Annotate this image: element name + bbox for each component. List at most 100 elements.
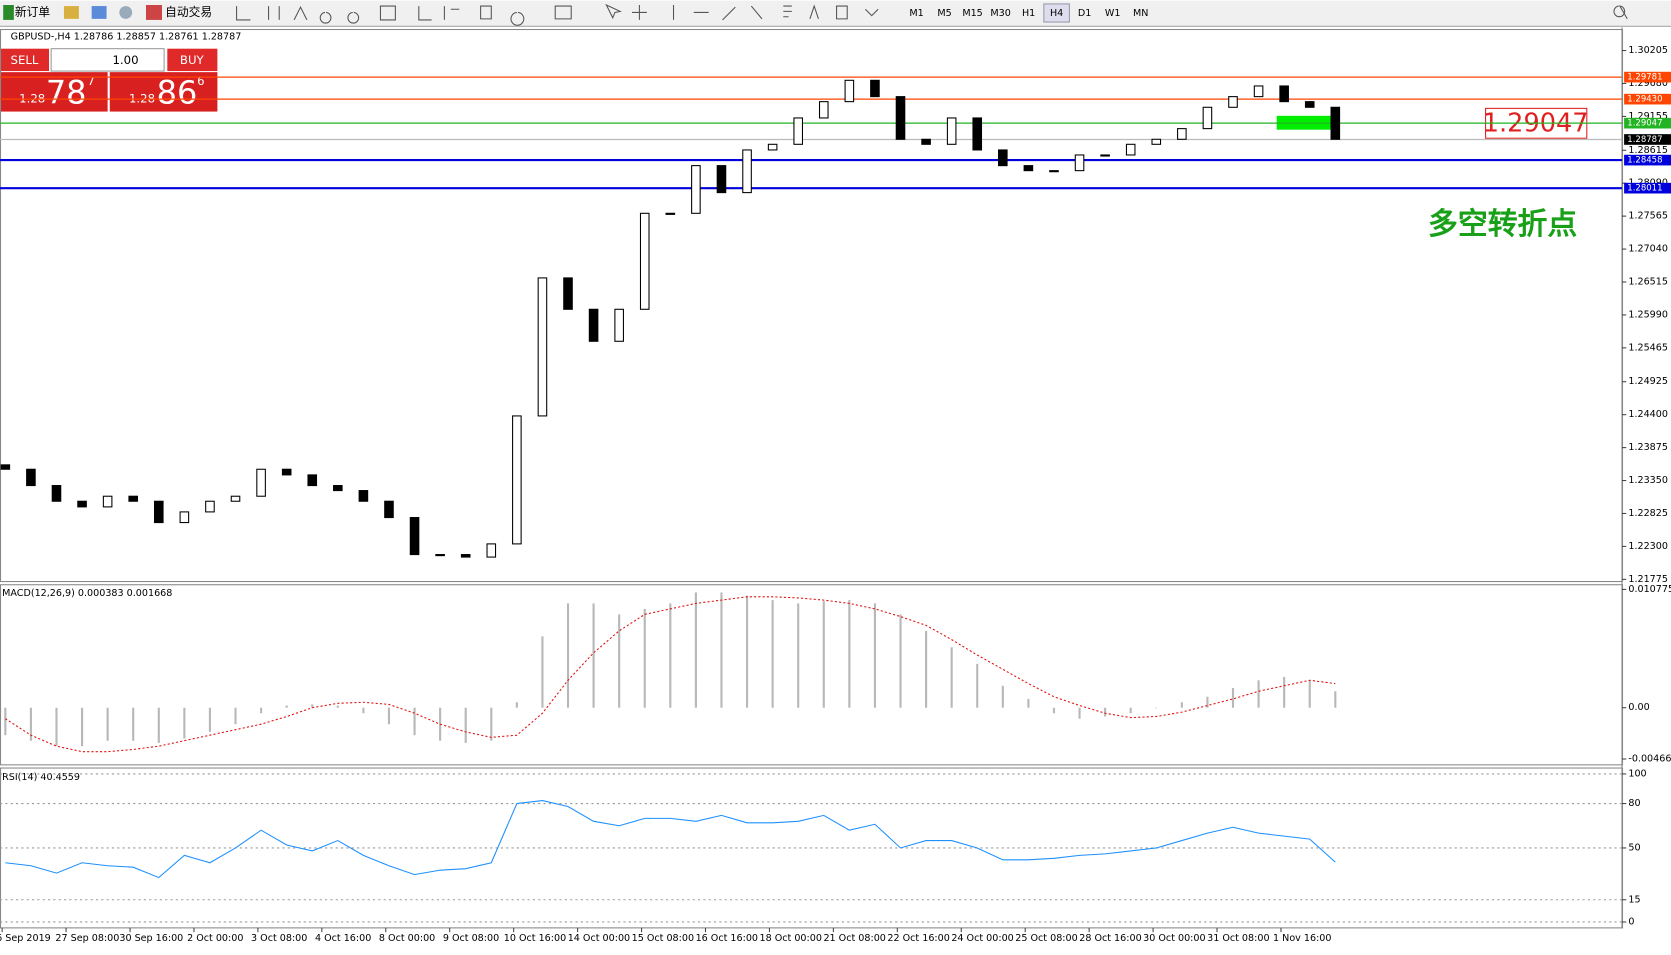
y-tick-label: 1.25465 [1628,342,1668,353]
timeframe-button[interactable]: M30 [990,8,1010,19]
new-order-button[interactable]: 新订单 [15,5,50,19]
macd-bar [106,707,109,741]
macd-label: MACD(12,26,9) 0.000383 0.001668 [2,588,172,599]
bid-pips: 78 [46,74,87,112]
candle-body [1100,154,1110,157]
macd-bar [464,707,467,743]
macd-bar [80,707,84,747]
candle-body [460,554,471,558]
timeframe-button[interactable]: H4 [1050,8,1063,19]
y-tick-label: 1.22300 [1628,541,1668,552]
macd-bar [413,707,416,736]
candle-body [742,149,752,194]
macd-bar [1206,696,1209,708]
y-tick-label: 0.00 [1628,702,1649,713]
toolbar [0,0,1671,27]
y-tick-label: 1.29680 [1628,78,1668,89]
macd-bar [29,707,32,741]
candle-body [639,212,650,310]
candle-body [588,308,599,342]
candle-body [818,101,829,119]
macd-bar [1027,698,1030,708]
price-level-label: 1.28458 [1627,156,1662,166]
candle-body [1279,85,1289,103]
macd-bar [260,707,263,714]
x-tick-label: 16 Oct 16:00 [696,933,758,944]
candle-body [128,495,139,502]
macd-bar [797,603,800,708]
candle-body [614,308,624,342]
sell-button[interactable] [0,48,50,72]
timeframe-button[interactable]: MN [1133,8,1148,19]
tool-icons [236,3,1628,26]
x-tick-label: 2 Oct 00:00 [187,933,243,944]
x-tick-label: 3 Oct 08:00 [251,933,307,944]
candle-body [1253,85,1264,98]
timeframe-button[interactable]: M5 [937,8,951,19]
timeframe-active [1043,3,1070,23]
candle-body [307,474,318,487]
x-tick-label: 22 Oct 16:00 [887,933,949,944]
macd-bar [132,707,135,741]
buy-label: BUY [180,53,205,67]
timeframe-button[interactable]: D1 [1078,8,1091,19]
candle-body [256,468,266,497]
candle-body [77,500,87,508]
candle-body [716,165,727,194]
x-tick-label: 14 Oct 00:00 [568,933,630,944]
y-tick-label: 1.30205 [1628,45,1668,56]
candle-body [895,96,906,140]
macd-bar [183,707,186,739]
macd-bar [925,630,928,708]
toolbar-icon[interactable] [91,6,107,19]
timeframe-button[interactable]: M15 [962,8,982,19]
price-level-label: 1.29430 [1627,95,1662,105]
toolbar-icon[interactable] [119,6,133,19]
candle-body [358,490,369,502]
y-tick-label: 1.23350 [1628,475,1668,486]
candle-body [691,165,701,214]
macd-bar [1231,687,1235,708]
macd-bar [873,603,876,708]
x-tick-label: 6 Sep 2019 [0,933,51,944]
candle-body [998,149,1008,167]
buy-button[interactable] [167,48,218,72]
macd-bar [1104,707,1107,717]
y-tick-label: 1.21775 [1628,574,1668,585]
candle-body [0,464,11,470]
timeframe-button[interactable]: W1 [1105,8,1121,19]
volume-value: 1.00 [112,53,138,67]
macd-bar [1308,680,1311,708]
timeframe-button[interactable]: M1 [909,8,923,19]
candle-body [1151,138,1162,145]
candle-body [767,143,778,151]
new-order-icon[interactable] [3,4,14,20]
candle-body [870,79,880,98]
rsi-label: RSI(14) 40.4559 [2,772,80,783]
macd-bar [592,603,595,708]
macd-bar [745,595,749,708]
candle-body [333,485,343,492]
price-level-tag [1624,154,1671,166]
auto-trading-icon[interactable] [145,4,162,20]
macd-bar [694,592,697,708]
x-tick-label: 8 Oct 00:00 [379,933,435,944]
macd-bar [1052,707,1056,714]
sell-price-box[interactable] [0,72,108,112]
macd-bar [848,600,851,708]
macd-bar [618,614,621,708]
macd-bar [1257,680,1260,708]
toolbar-icon[interactable] [63,6,79,19]
y-tick-label: 1.23875 [1628,442,1668,453]
price-level-label: 1.29781 [1627,73,1662,83]
auto-trading-button[interactable]: 自动交易 [165,5,212,19]
search-icon[interactable] [1613,5,1628,20]
price-level-label: 1.28787 [1627,135,1662,145]
price-level-tag [1624,71,1671,83]
timeframe-button[interactable]: H1 [1022,8,1035,19]
candle-body [153,500,164,524]
price-level-tag [1624,93,1671,105]
volume-input[interactable] [50,48,165,72]
buy-price-box[interactable] [109,72,218,112]
